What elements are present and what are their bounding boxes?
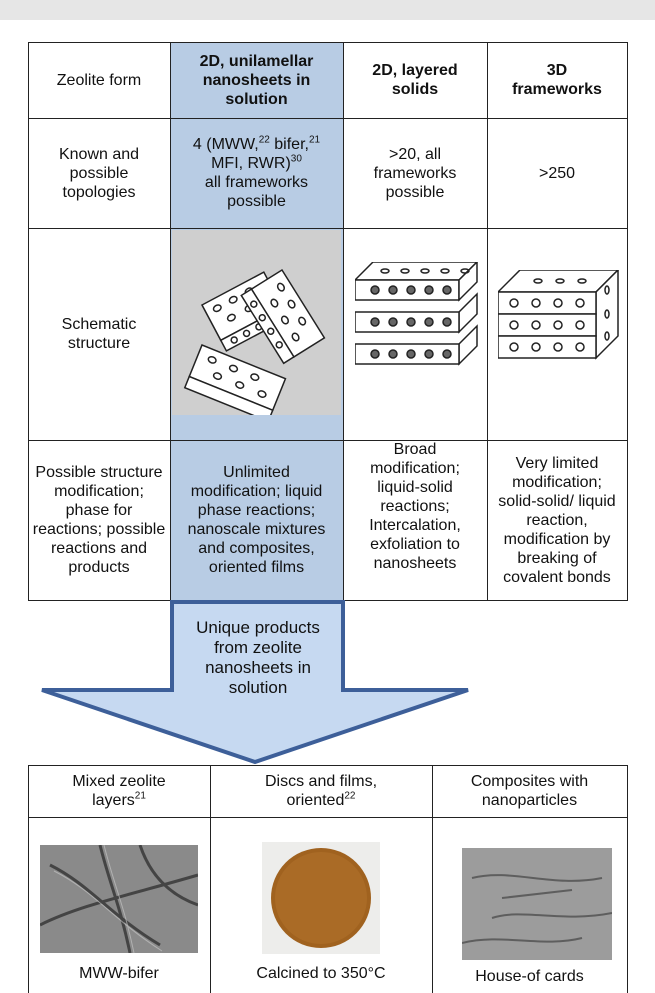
tem-image xyxy=(40,845,198,953)
product-caption: Calcined to 350°C xyxy=(256,964,386,982)
cell: 4 (MWW,22 bifer,21 MFI, RWR)30 all framew… xyxy=(170,118,343,228)
cell: Unlimited modification; liquid phase rea… xyxy=(187,464,326,576)
text: bifer, xyxy=(274,136,309,153)
framework-schematic xyxy=(498,270,620,360)
text: all frameworks possible xyxy=(204,174,309,210)
row-label: Possible structure modification; phase f… xyxy=(32,464,166,576)
arrow-label: Unique products from zeolite nanosheets … xyxy=(196,618,320,697)
cell: >20, all frameworks possible xyxy=(373,145,457,201)
layered-schematic xyxy=(355,262,479,366)
text: Mixed zeolite layers xyxy=(72,773,166,809)
product-header: Composites with nanoparticles xyxy=(432,765,627,817)
product-header: Mixed zeolite layers21 xyxy=(28,765,210,817)
cell: Broad modification; liquid-solid reactio… xyxy=(369,441,461,572)
cell: >250 xyxy=(538,164,576,182)
nanosheet-schematic xyxy=(172,230,341,415)
text: MFI, RWR) xyxy=(211,155,291,172)
ref: 30 xyxy=(290,153,302,165)
ref: 22 xyxy=(258,134,270,146)
header-cell: 2D, unilamellar nanosheets in solution xyxy=(199,52,314,108)
ref: 22 xyxy=(344,790,356,802)
cell-text: 4 (MWW,22 bifer,21 MFI, RWR)30 all framew… xyxy=(182,135,331,211)
product-caption: MWW-bifer xyxy=(79,964,159,982)
disc-image xyxy=(262,842,380,954)
text: Composites with nanoparticles xyxy=(470,773,589,809)
cell: Very limited modification; solid-solid/ … xyxy=(498,454,616,586)
row-label: Schematic structure xyxy=(61,316,137,352)
header-cell: 2D, layered solids xyxy=(372,62,458,98)
header-cell: 3D frameworks xyxy=(512,62,602,98)
product-caption: House-of cards xyxy=(475,967,584,985)
tem-image xyxy=(462,848,612,960)
text: 4 (MWW, xyxy=(192,136,259,153)
arrow xyxy=(41,600,469,765)
ref: 21 xyxy=(134,790,146,802)
ref: 21 xyxy=(308,134,321,146)
header-cell: Zeolite form xyxy=(56,71,142,89)
row-label: Known and possible topologies xyxy=(58,145,140,201)
product-header: Discs and films, oriented22 xyxy=(210,765,432,817)
text: Discs and films, oriented xyxy=(264,773,378,809)
top-bar xyxy=(0,0,655,20)
